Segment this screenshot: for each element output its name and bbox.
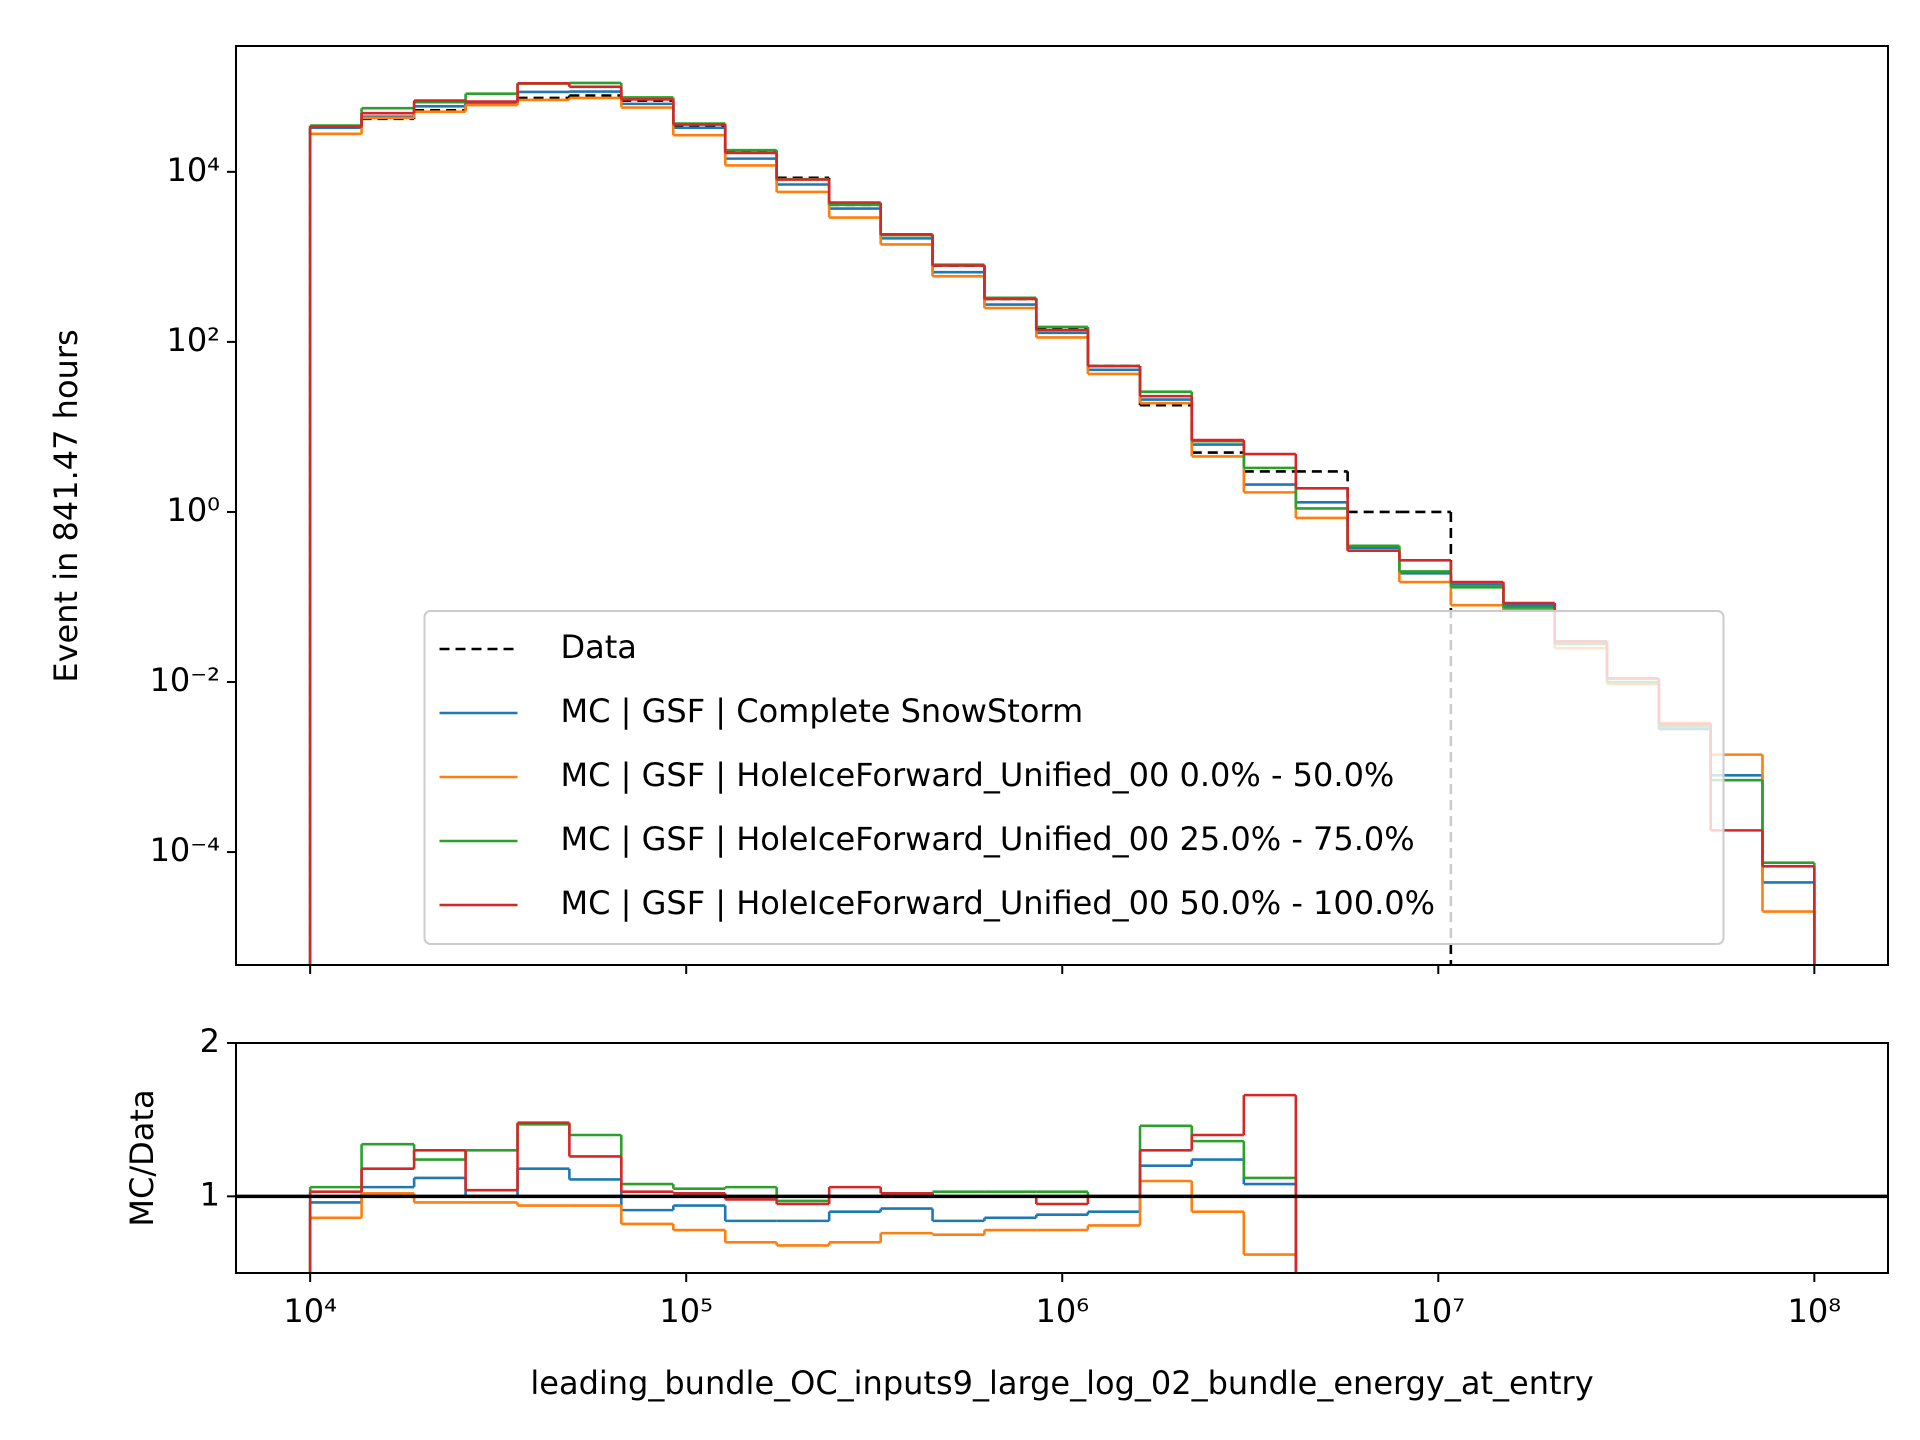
- y-axis-label: Event in 841.47 hours: [47, 329, 85, 682]
- step-riser: [308, 1095, 1298, 1273]
- y-tick-label: 10⁻²: [150, 661, 220, 699]
- x-tick-label: 10⁷: [1412, 1292, 1466, 1330]
- y-tick-label: 1: [200, 1175, 220, 1213]
- legend-box: [423, 610, 1725, 945]
- legend-label: MC | GSF | HoleIceForward_Unified_00 25.…: [561, 820, 1415, 858]
- x-tick-label: 10⁸: [1788, 1292, 1842, 1330]
- x-tick-label: 10⁶: [1035, 1292, 1089, 1330]
- x-tick-label: 10⁵: [659, 1292, 713, 1330]
- x-axis-label: leading_bundle_OC_inputs9_large_log_02_b…: [530, 1364, 1593, 1402]
- x-tick-label: 10⁴: [283, 1292, 337, 1330]
- legend-label: Data: [561, 628, 637, 666]
- legend-label: MC | GSF | Complete SnowStorm: [561, 692, 1084, 730]
- y-tick-label: 10⁻⁴: [150, 831, 220, 869]
- y-tick-label: 2: [200, 1022, 220, 1060]
- y-tick-label: 10²: [166, 321, 220, 359]
- legend-label: MC | GSF | HoleIceForward_Unified_00 0.0…: [561, 756, 1395, 794]
- y-tick-label: 10⁰: [166, 491, 220, 529]
- legend-label: MC | GSF | HoleIceForward_Unified_00 50.…: [561, 884, 1436, 922]
- y-tick-label: 10⁴: [166, 151, 220, 189]
- y-axis-label: MC/Data: [123, 1089, 161, 1226]
